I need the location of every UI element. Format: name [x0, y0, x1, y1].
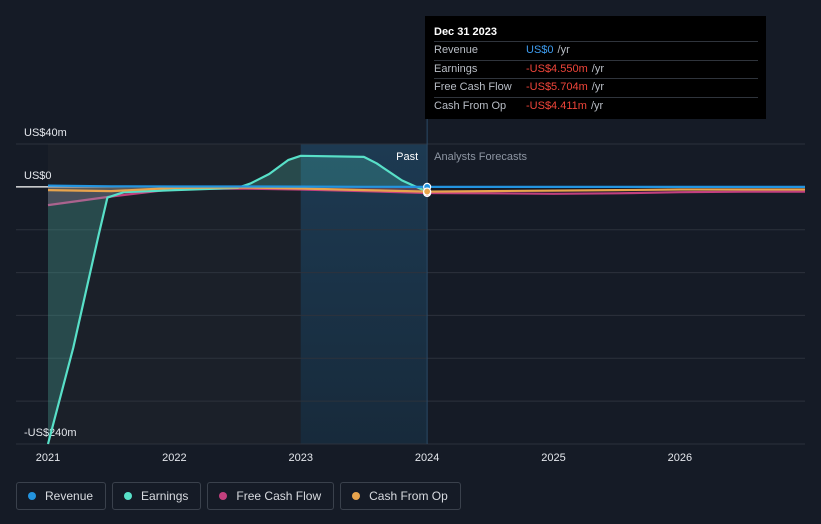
legend-dot-icon: [28, 492, 36, 500]
chart-canvas: US$40mUS$0-US$240m2021202220232024202520…: [16, 118, 805, 464]
data-point-cash-from-op: [423, 187, 432, 196]
x-tick-label: 2024: [415, 452, 439, 464]
legend: Revenue Earnings Free Cash Flow Cash Fro…: [16, 482, 461, 510]
x-tick-label: 2026: [668, 452, 692, 464]
tooltip-unit: /yr: [591, 62, 604, 75]
series-line-earnings: [46, 154, 428, 445]
highlight-region-shade: [300, 144, 428, 444]
x-tick-label: 2025: [541, 452, 565, 464]
legend-item-free-cash-flow[interactable]: Free Cash Flow: [207, 482, 335, 510]
tooltip: Dec 31 2023 Revenue US$0 /yr Earnings -U…: [425, 16, 766, 119]
tooltip-unit: /yr: [590, 99, 604, 112]
tooltip-row-revenue: Revenue US$0 /yr: [434, 41, 758, 60]
x-tick-label: 2023: [289, 452, 313, 464]
tooltip-value: -US$5.704m: [526, 81, 588, 93]
tooltip-label: Earnings: [434, 62, 478, 75]
y-tick-label: US$40m: [24, 127, 67, 139]
x-tick-label: 2021: [36, 452, 60, 464]
tooltip-value: US$0: [526, 44, 554, 56]
legend-label: Earnings: [141, 489, 189, 503]
forecast-label: Analysts Forecasts: [434, 151, 527, 163]
past-label: Past: [396, 151, 418, 163]
legend-label: Cash From Op: [369, 489, 448, 503]
legend-label: Free Cash Flow: [236, 489, 322, 503]
tooltip-unit: /yr: [591, 81, 604, 93]
tooltip-label: Cash From Op: [434, 99, 507, 112]
legend-item-earnings[interactable]: Earnings: [112, 482, 202, 510]
legend-dot-icon: [124, 492, 133, 500]
legend-dot-icon: [219, 492, 228, 500]
y-tick-label: US$0: [24, 170, 52, 182]
tooltip-unit: /yr: [557, 44, 570, 56]
tooltip-row-free-cash-flow: Free Cash Flow -US$5.704m /yr: [434, 78, 758, 97]
tooltip-value: -US$4.411m: [526, 99, 587, 112]
series-area-earnings: [48, 155, 428, 445]
tooltip-value: -US$4.550m: [526, 62, 588, 75]
tooltip-date: Dec 31 2023: [434, 26, 497, 38]
legend-dot-icon: [352, 492, 361, 500]
tooltip-row-earnings: Earnings -US$4.550m /yr: [434, 59, 758, 79]
tooltip-row-cash-from-op: Cash From Op -US$4.411m /yr: [434, 96, 758, 116]
legend-item-cash-from-op[interactable]: Cash From Op: [340, 482, 461, 510]
x-tick-label: 2022: [162, 452, 186, 464]
tooltip-label: Free Cash Flow: [434, 81, 512, 93]
series-area-cash-from-op: [48, 186, 428, 192]
legend-label: Revenue: [45, 489, 94, 503]
legend-item-revenue[interactable]: Revenue: [16, 482, 107, 510]
tooltip-label: Revenue: [434, 44, 479, 56]
